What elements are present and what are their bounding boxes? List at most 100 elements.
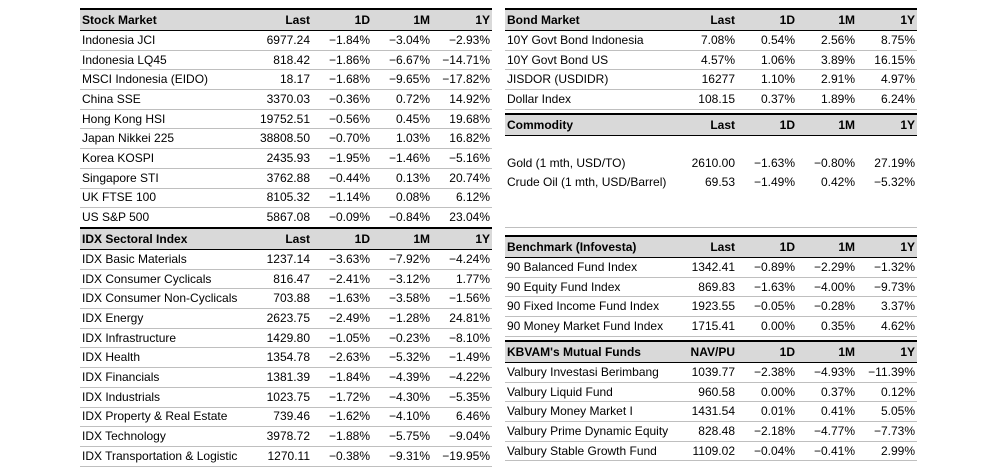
cell: 8.75%	[857, 30, 917, 51]
table-row: 10Y Govt Bond US 4.57% 1.06% 3.89% 16.15%	[505, 50, 917, 71]
cell: −4.39%	[372, 367, 432, 388]
row-label: 90 Balanced Fund Index	[505, 257, 677, 278]
cell: 108.15	[677, 89, 737, 110]
table-row: US S&P 500 5867.08 −0.09% −0.84% 23.04%	[80, 207, 492, 228]
cell: 0.42%	[820, 174, 855, 189]
table-row: Valbury Money Market I 1431.54 0.01% 0.41% 5…	[505, 401, 917, 423]
row-label: Korea KOSPI	[80, 148, 252, 169]
column-header: Last	[252, 8, 312, 31]
column-header: 1Y	[857, 113, 917, 136]
table-row: Indonesia LQ45 818.42 −1.86% −6.67% −14.71%	[80, 50, 492, 71]
cell: −1.63%	[312, 288, 372, 310]
header-row: Bond Market Last 1D 1M 1Y	[505, 8, 917, 31]
cell: 1.06%	[737, 50, 797, 71]
column-header: 1Y	[432, 227, 492, 250]
cell: −1.63%	[753, 155, 795, 170]
table-row: Valbury Liquid Fund 960.58 0.00% 0.37% 0.12%	[505, 382, 917, 403]
cell: 19.68%	[432, 109, 492, 130]
table-row: 10Y Govt Bond Indonesia 7.08% 0.54% 2.56% 8.…	[505, 30, 917, 51]
cell: 6977.24	[252, 30, 312, 51]
header-row: Stock Market Last 1D 1M 1Y	[80, 8, 492, 31]
cell: −5.35%	[432, 387, 492, 408]
header-row: KBVAM's Mutual Funds NAV/PU 1D 1M 1Y	[505, 340, 917, 363]
table-row: IDX Infrastructure 1429.80 −1.05% −0.23% −8.…	[80, 328, 492, 349]
table-row: IDX Technology 3978.72 −1.88% −5.75% −9.04%	[80, 426, 492, 447]
row-label: Valbury Investasi Berimbang	[505, 362, 677, 383]
cell: −4.00%	[797, 277, 857, 298]
cell: 0.35%	[797, 316, 857, 337]
cell: −2.63%	[312, 347, 372, 369]
column-header: 1M	[797, 8, 857, 31]
cell: −4.77%	[797, 421, 857, 442]
row-label: Indonesia JCI	[80, 30, 252, 51]
column-header: 1Y	[432, 8, 492, 31]
cell: 69.53	[704, 174, 735, 189]
cell: −0.89%	[737, 257, 797, 278]
table-row: IDX Consumer Cyclicals 816.47 −2.41% −3.12%…	[80, 269, 492, 290]
table-row: IDX Basic Materials 1237.14 −3.63% −7.92% −4…	[80, 249, 492, 270]
cell: 0.01%	[737, 401, 797, 423]
table-row: JISDOR (USDIDR) 16277 1.10% 2.91% 4.97%	[505, 69, 917, 91]
cell: 0.41%	[797, 401, 857, 423]
cell: 1431.54	[677, 401, 737, 423]
cell: 16.82%	[432, 128, 492, 150]
table-row: Gold (1 mth, USD/TO) 2610.00 −1.63% −0.80% 2…	[505, 154, 917, 173]
column-header: NAV/PU	[677, 340, 737, 363]
data-table: Commodity Last 1D 1M 1Y Gold (1 mth, USD/TO) 2…	[505, 113, 917, 191]
cell: 2.91%	[797, 69, 857, 91]
table-row: Indonesia JCI 6977.24 −1.84% −3.04% −2.93%	[80, 30, 492, 51]
row-label: US S&P 500	[80, 207, 252, 228]
column-header: 1M	[797, 235, 857, 258]
cell: 960.58	[677, 382, 737, 403]
cell: −1.68%	[312, 69, 372, 91]
cell: 1429.80	[252, 328, 312, 349]
table-title: Benchmark (Infovesta)	[505, 235, 677, 258]
cell: 1023.75	[252, 387, 312, 408]
data-table: Bond Market Last 1D 1M 1Y 10Y Govt Bond Indon…	[505, 8, 917, 110]
column-header: Last	[677, 235, 737, 258]
row-label: 10Y Govt Bond Indonesia	[505, 30, 677, 51]
cell: −9.04%	[432, 426, 492, 447]
row-label: IDX Property & Real Estate	[80, 407, 252, 428]
table-row: 90 Money Market Fund Index 1715.41 0.00% 0.…	[505, 316, 917, 337]
cell: 7.08%	[677, 30, 737, 51]
cell: 24.81%	[432, 308, 492, 329]
table-row: Singapore STI 3762.88 −0.44% 0.13% 20.74%	[80, 168, 492, 189]
column-header: 1D	[737, 340, 797, 363]
cell: 0.12%	[857, 382, 917, 403]
cell: −2.41%	[312, 269, 372, 290]
column-header: Last	[677, 113, 737, 136]
row-label: UK FTSE 100	[80, 188, 252, 209]
cell: 3.89%	[797, 50, 857, 71]
row-label: IDX Financials	[80, 367, 252, 388]
row-label: 90 Equity Fund Index	[505, 277, 677, 298]
cell: −3.63%	[312, 249, 372, 270]
cell: −1.14%	[312, 188, 372, 209]
cell: −1.49%	[432, 347, 492, 369]
table-block: Stock Market Last 1D 1M 1Y Indonesia JCI 6977.…	[80, 8, 492, 228]
table-block: Benchmark (Infovesta) Last 1D 1M 1Y 90 Balanc…	[505, 235, 917, 337]
column-header: 1Y	[857, 340, 917, 363]
header-row: Commodity Last 1D 1M 1Y	[505, 113, 917, 136]
cell: 3.37%	[857, 296, 917, 318]
column-header: Last	[252, 227, 312, 250]
cell: −0.84%	[372, 207, 432, 228]
table-row: IDX Transportation & Logistic 1270.11 −0.3…	[80, 446, 492, 467]
cell: 5867.08	[252, 207, 312, 228]
cell: 2.99%	[857, 441, 917, 462]
cell: 0.08%	[372, 188, 432, 209]
cell: −4.24%	[432, 249, 492, 270]
row-label: 10Y Govt Bond US	[505, 50, 677, 71]
cell: −0.36%	[312, 89, 372, 110]
table-title: KBVAM's Mutual Funds	[505, 340, 677, 363]
cell: 1.03%	[372, 128, 432, 150]
table-title: Bond Market	[505, 8, 677, 31]
cell: 1715.41	[677, 316, 737, 337]
table-block: Bond Market Last 1D 1M 1Y 10Y Govt Bond Indon…	[505, 8, 917, 110]
column-header: 1M	[797, 113, 857, 136]
cell: 2623.75	[252, 308, 312, 329]
table-row: 90 Balanced Fund Index 1342.41 −0.89% −2.29…	[505, 257, 917, 278]
table-row: 90 Fixed Income Fund Index 1923.55 −0.05% −…	[505, 296, 917, 318]
row-label: 90 Fixed Income Fund Index	[505, 296, 677, 318]
table-row: 90 Equity Fund Index 869.83 −1.63% −4.00% −9…	[505, 277, 917, 298]
